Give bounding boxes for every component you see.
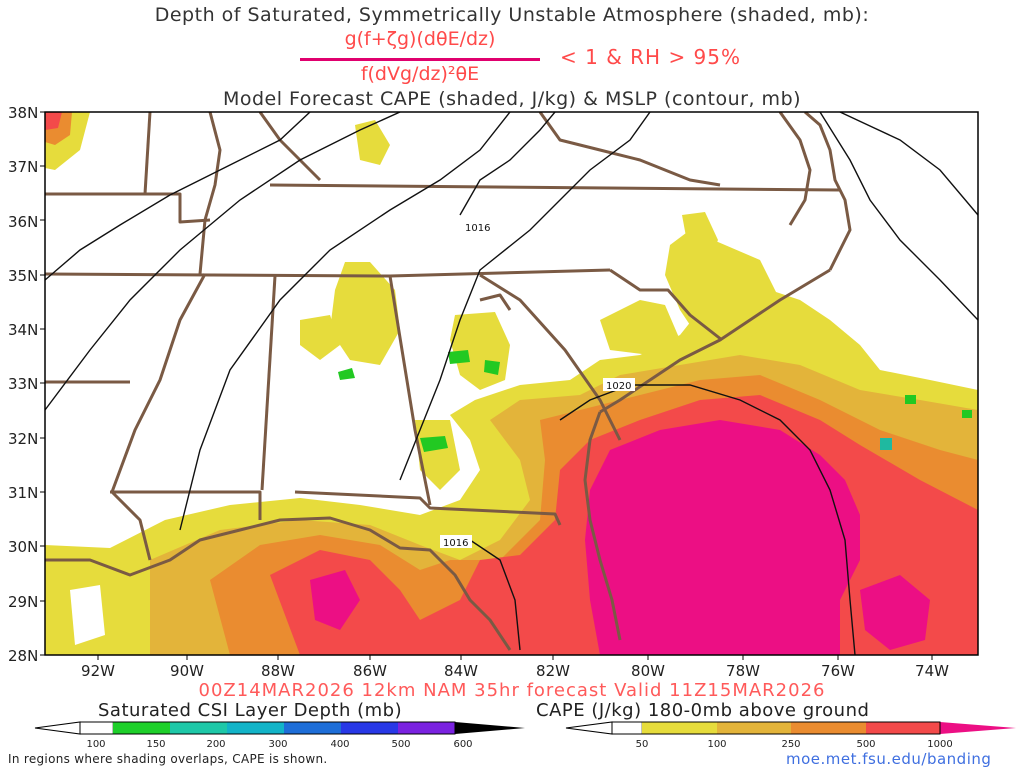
lat-label: 32N (8, 430, 38, 448)
csi-tick: 100 (86, 739, 105, 750)
isobar-labels: 1016 1020 1016 (440, 220, 635, 549)
lat-label: 28N (8, 647, 38, 665)
source-url[interactable]: moe.met.fsu.edu/banding (786, 750, 992, 768)
coastline (45, 112, 852, 651)
formula-denominator: f(dVg/dz)²θE (360, 63, 480, 85)
csi-tick: 200 (206, 739, 225, 750)
lon-label: 78W (726, 662, 760, 680)
csi-tick: 600 (453, 739, 472, 750)
lat-label: 38N (8, 104, 38, 122)
lon-label: 80W (631, 662, 665, 680)
csi-colorbar: 100 150 200 300 400 500 600 (34, 721, 525, 750)
lon-label: 92W (81, 662, 115, 680)
lon-label: 76W (821, 662, 855, 680)
cape-tick: 500 (856, 739, 875, 750)
lon-label: 90W (170, 662, 204, 680)
cape-tick: 1000 (927, 739, 952, 750)
lat-label: 35N (8, 267, 38, 285)
cape-tick: 100 (707, 739, 726, 750)
isobar-label: 1016 (465, 223, 490, 234)
lon-label: 82W (536, 662, 570, 680)
lat-ticks (40, 111, 45, 656)
map-subtitle: Model Forecast CAPE (shaded, J/kg) & MSL… (222, 88, 802, 110)
csi-tick: 400 (330, 739, 349, 750)
csi-tick: 500 (391, 739, 410, 750)
lon-axis: 92W 90W 88W 86W 84W 82W 80W 78W 76W 74W (81, 662, 949, 680)
isobar-label: 1020 (606, 381, 631, 392)
lat-label: 34N (8, 321, 38, 339)
lat-axis: 38N 37N 36N 35N 34N 33N 32N 31N 30N 29N … (8, 104, 38, 665)
formula-bar (300, 58, 540, 61)
lon-label: 88W (261, 662, 295, 680)
lat-label: 36N (8, 213, 38, 231)
map-title: Depth of Saturated, Symmetrically Unstab… (154, 4, 870, 26)
cape-colorbar: 50 100 250 500 1000 (565, 721, 1016, 750)
valid-time: 00Z14MAR2026 12km NAM 35hr forecast Vali… (198, 680, 826, 701)
cape-tick: 250 (781, 739, 800, 750)
isobar-label: 1016 (443, 538, 468, 549)
formula-numerator: g(f+ζg)(dθE/dz) (344, 28, 496, 50)
cape-shading (45, 112, 978, 655)
lon-label: 86W (353, 662, 387, 680)
lon-ticks (97, 655, 933, 660)
csi-tick: 300 (268, 739, 287, 750)
cape-colorbar-label: CAPE (J/kg) 180-0mb above ground (536, 700, 870, 721)
csi-tick: 150 (146, 739, 165, 750)
formula-condition: < 1 & RH > 95% (560, 45, 742, 69)
lat-label: 31N (8, 484, 38, 502)
lat-label: 33N (8, 375, 38, 393)
lon-label: 84W (444, 662, 478, 680)
overlap-note: In regions where shading overlaps, CAPE … (8, 752, 328, 766)
lon-label: 74W (915, 662, 949, 680)
lat-label: 29N (8, 593, 38, 611)
csi-colorbar-label: Saturated CSI Layer Depth (mb) (98, 700, 403, 721)
lat-label: 30N (8, 538, 38, 556)
cape-tick: 50 (636, 739, 649, 750)
lat-label: 37N (8, 158, 38, 176)
state-borders (45, 112, 841, 561)
